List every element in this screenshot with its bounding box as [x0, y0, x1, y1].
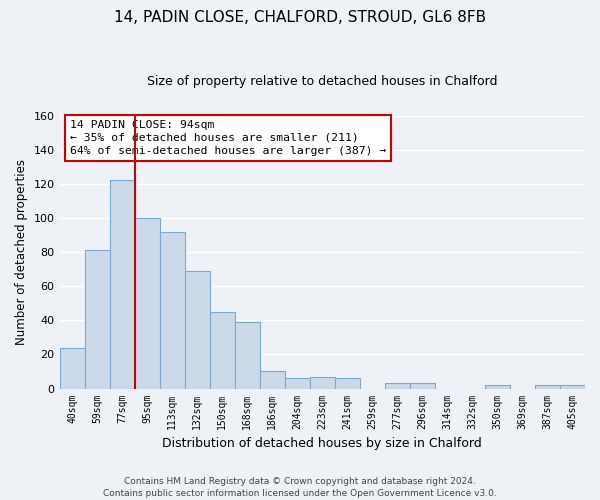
Bar	[185, 271, 209, 388]
Bar	[485, 385, 510, 388]
Bar	[160, 232, 185, 388]
Bar	[134, 218, 160, 388]
Bar	[310, 376, 335, 388]
Bar	[385, 384, 410, 388]
Text: Contains HM Land Registry data © Crown copyright and database right 2024.
Contai: Contains HM Land Registry data © Crown c…	[103, 476, 497, 498]
Bar	[110, 180, 134, 388]
X-axis label: Distribution of detached houses by size in Chalford: Distribution of detached houses by size …	[163, 437, 482, 450]
Bar	[59, 348, 85, 389]
Bar	[209, 312, 235, 388]
Text: 14, PADIN CLOSE, CHALFORD, STROUD, GL6 8FB: 14, PADIN CLOSE, CHALFORD, STROUD, GL6 8…	[114, 10, 486, 25]
Bar	[85, 250, 110, 388]
Text: 14 PADIN CLOSE: 94sqm
← 35% of detached houses are smaller (211)
64% of semi-det: 14 PADIN CLOSE: 94sqm ← 35% of detached …	[70, 120, 386, 156]
Y-axis label: Number of detached properties: Number of detached properties	[15, 159, 28, 345]
Title: Size of property relative to detached houses in Chalford: Size of property relative to detached ho…	[147, 75, 497, 88]
Bar	[335, 378, 360, 388]
Bar	[535, 385, 560, 388]
Bar	[410, 384, 435, 388]
Bar	[235, 322, 260, 388]
Bar	[560, 385, 585, 388]
Bar	[285, 378, 310, 388]
Bar	[260, 372, 285, 388]
